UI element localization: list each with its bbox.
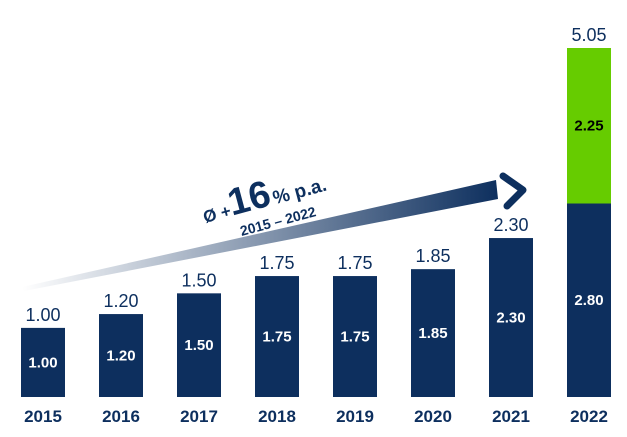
growth-arrow-head (499, 172, 527, 210)
bar-value-label-2015-segment-1: 1.00 (28, 354, 57, 371)
bar-2017-segment-1 (177, 293, 221, 397)
bar-total-label-2022: 5.05 (571, 25, 606, 45)
cagr-suffix: % p.a. (271, 175, 329, 209)
bar-2016-segment-1 (99, 314, 143, 397)
x-tick-label-2016: 2016 (102, 407, 140, 426)
bar-total-label-2018: 1.75 (259, 253, 294, 273)
bar-total-label-2017: 1.50 (181, 270, 216, 290)
x-tick-label-2018: 2018 (258, 407, 296, 426)
bar-value-label-2022-segment-1: 2.80 (574, 292, 603, 309)
bar-2020-segment-1 (411, 269, 455, 397)
growth-arrow-shaft (22, 180, 498, 291)
bar-2022-segment-2 (567, 48, 611, 204)
bar-2021-segment-1 (489, 238, 533, 397)
bar-value-label-2017-segment-1: 1.50 (184, 337, 213, 354)
labels-layer: 1.00 1.00 2015 1.20 1.20 2016 1.50 1.50 2017 1.75… (24, 25, 608, 426)
bar-value-label-2022-segment-2: 2.25 (574, 118, 603, 135)
x-tick-label-2019: 2019 (336, 407, 374, 426)
bar-value-label-2020-segment-1: 1.85 (418, 325, 447, 342)
bar-value-label-2019-segment-1: 1.75 (340, 329, 369, 346)
x-tick-label-2015: 2015 (24, 407, 62, 426)
bar-2018-segment-1 (255, 276, 299, 397)
bar-total-label-2019: 1.75 (337, 253, 372, 273)
bar-total-label-2016: 1.20 (103, 291, 138, 311)
bar-value-label-2021-segment-1: 2.30 (496, 310, 525, 327)
bar-total-label-2015: 1.00 (25, 305, 60, 325)
x-tick-label-2020: 2020 (414, 407, 452, 426)
bar-2015-segment-1 (21, 327, 65, 397)
x-tick-label-2021: 2021 (492, 407, 530, 426)
bar-value-label-2018-segment-1: 1.75 (262, 329, 291, 346)
bar-total-label-2021: 2.30 (493, 215, 528, 235)
x-tick-label-2022: 2022 (570, 407, 608, 426)
growth-arrow (22, 172, 527, 291)
x-tick-label-2017: 2017 (180, 407, 218, 426)
bar-total-label-2020: 1.85 (415, 246, 450, 266)
bar-value-label-2016-segment-1: 1.20 (106, 348, 135, 365)
bars-layer (21, 48, 611, 397)
bar-2022-segment-1 (567, 203, 611, 397)
bar-2019-segment-1 (333, 276, 377, 397)
